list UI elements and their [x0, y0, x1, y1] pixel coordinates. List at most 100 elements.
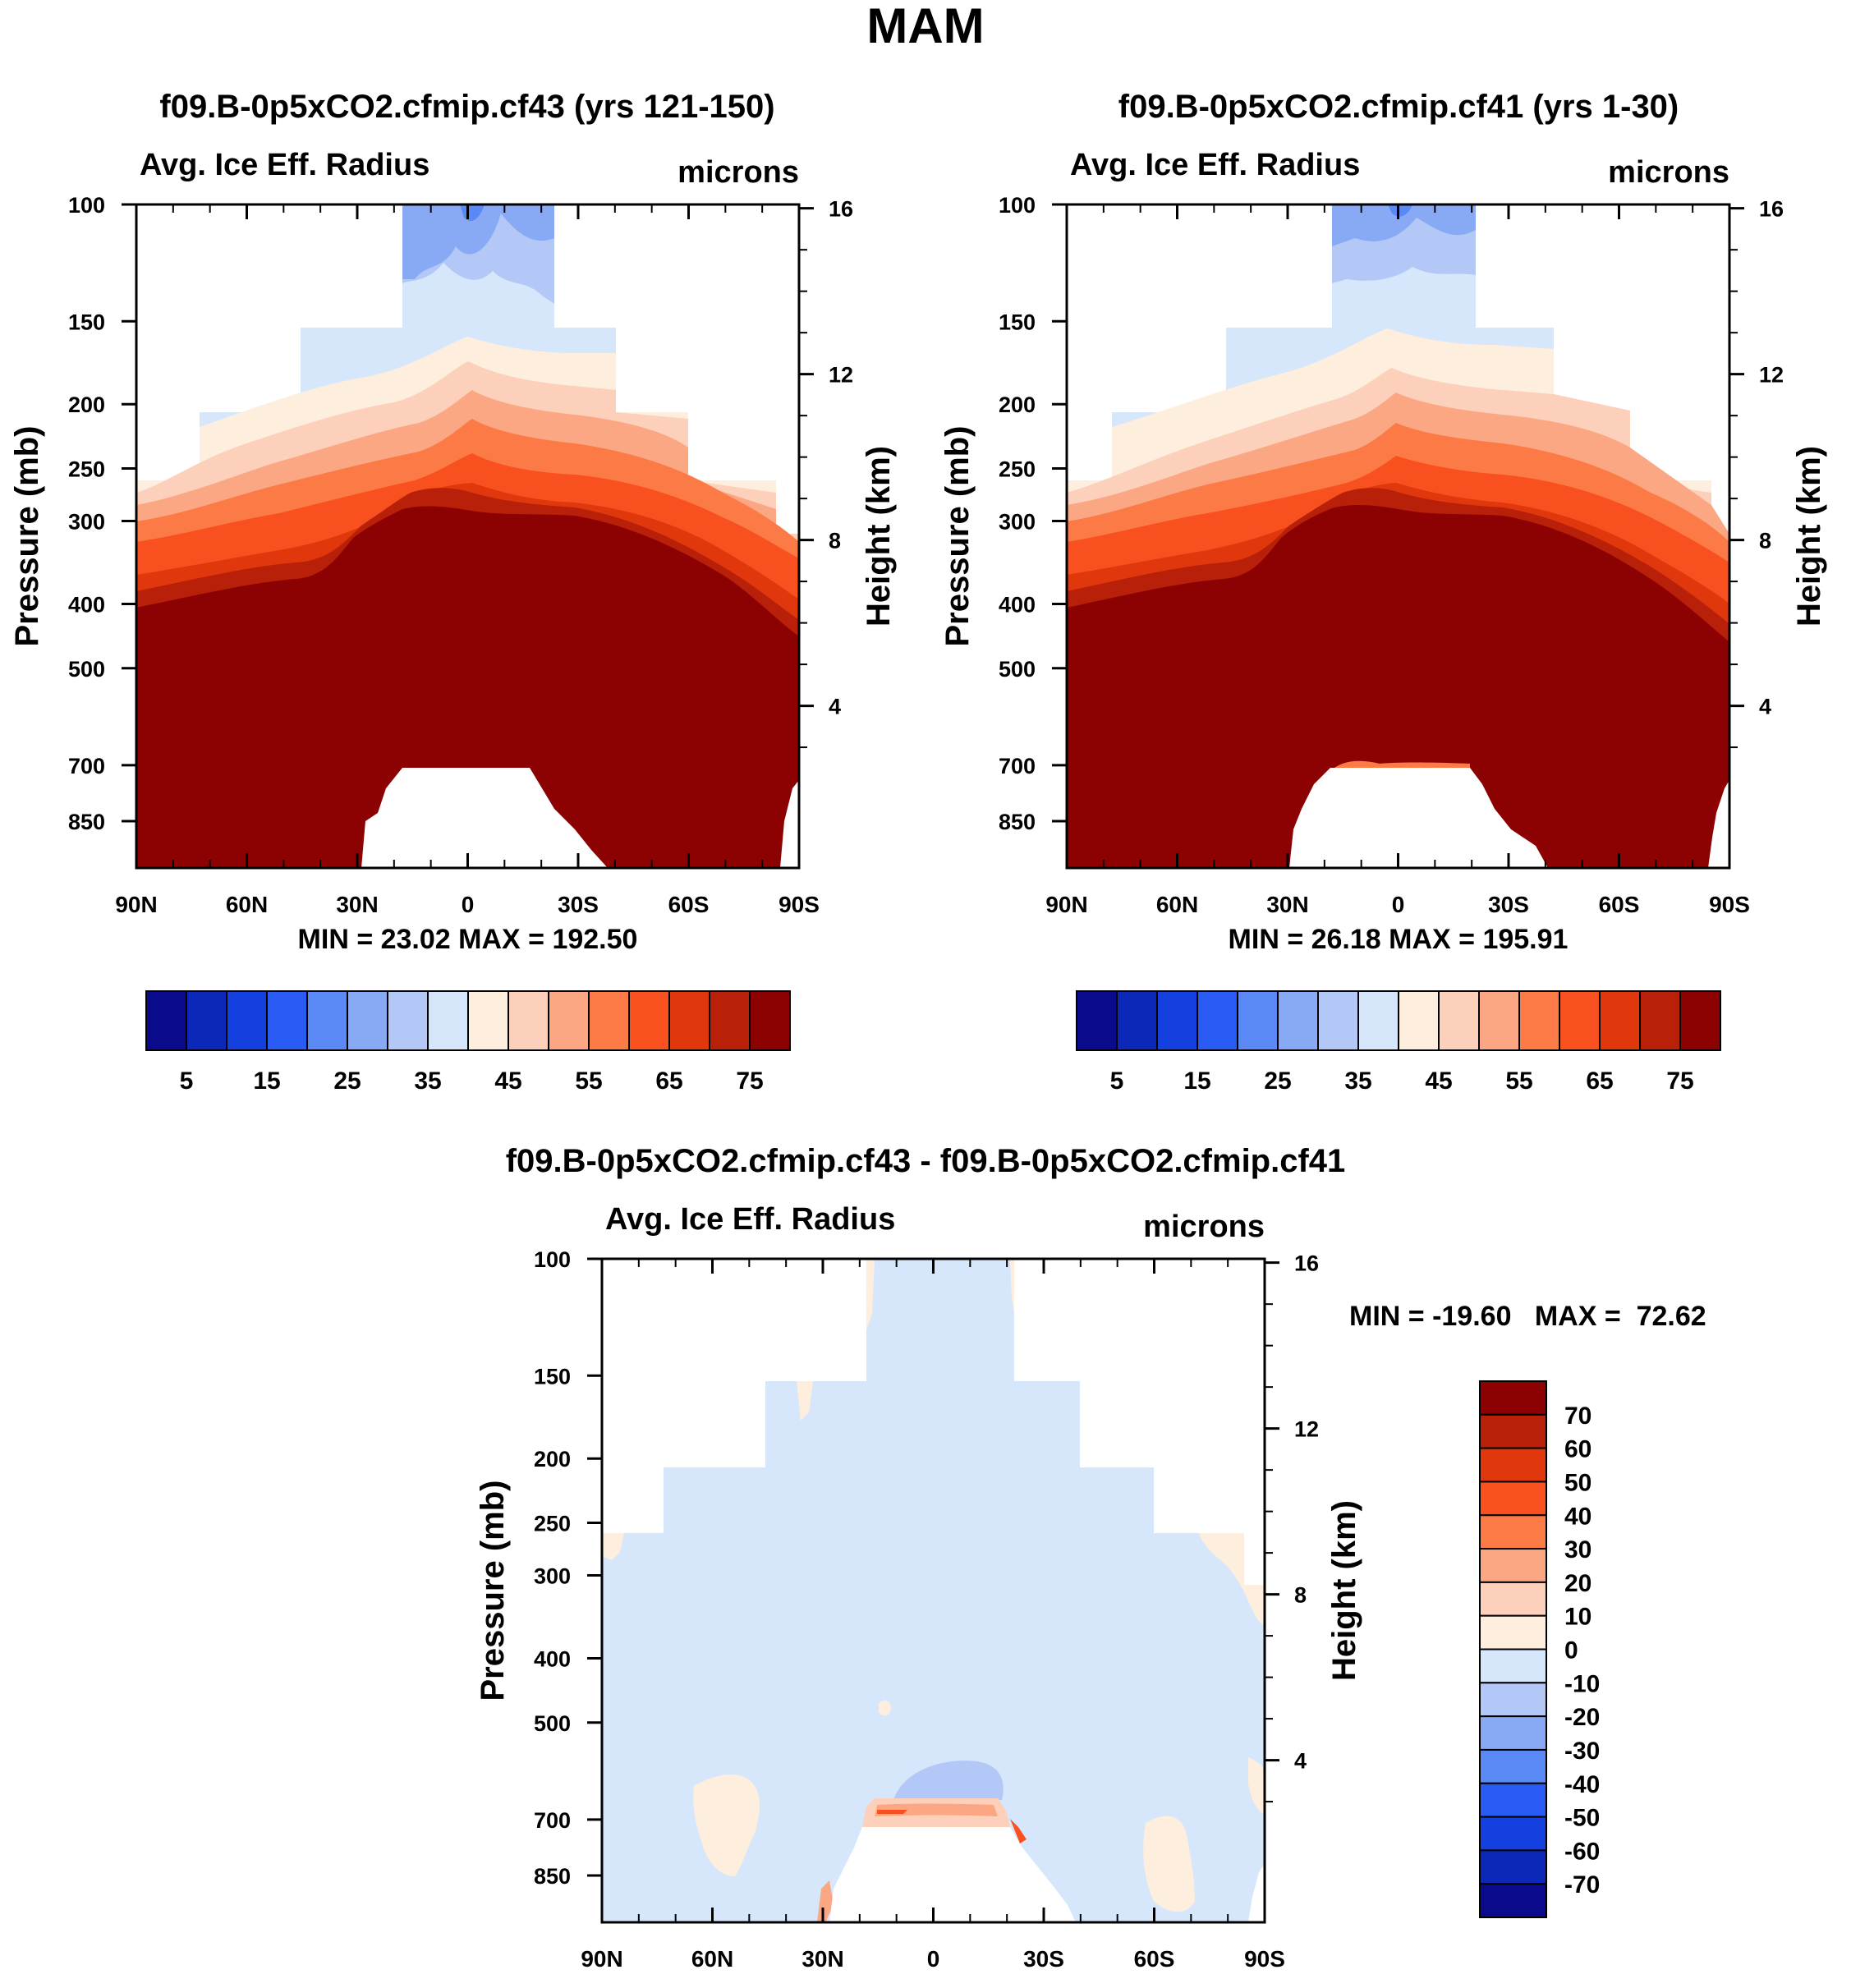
y-tick-label: 100	[999, 193, 1036, 218]
y-tick-label: 300	[534, 1564, 571, 1589]
contour-band-lvl-25	[1388, 204, 1412, 217]
y-tick-label: 150	[68, 310, 105, 334]
x-tick-label: 30S	[558, 892, 599, 917]
contour-band-lvl-40	[1010, 1819, 1027, 1843]
units-label: microns	[1143, 1210, 1265, 1244]
colorbar: 5 15 25 35 45 55 65 75	[145, 990, 791, 1095]
contour-band-lvl-80	[1067, 504, 1729, 868]
x-tick-label: 0	[927, 1946, 940, 1972]
colorbar-box	[387, 990, 429, 1051]
y-tick-label: 100	[68, 193, 105, 218]
height-tick-label: 4	[829, 695, 841, 719]
missing-region-terrain	[829, 1827, 1076, 1922]
contour-speckle-lvl-60	[1334, 760, 1470, 768]
colorbar-label: 75	[736, 1067, 763, 1095]
x-tick-label: 60S	[1599, 892, 1640, 917]
contour-band-lvl-10	[1143, 1816, 1195, 1912]
colorbar-label: 20	[1564, 1570, 1591, 1597]
min-max-stats: MIN = 26.18 MAX = 195.91	[1229, 924, 1569, 955]
contour-band-lvl-40	[877, 1810, 907, 1814]
height-tick-label: 16	[1759, 197, 1784, 222]
y-tick-label: 250	[999, 457, 1036, 482]
y-tick-label: 200	[999, 393, 1036, 417]
colorbar-label: -40	[1564, 1771, 1600, 1798]
height-tick-label: 12	[829, 363, 853, 388]
y-tick-label: 400	[534, 1646, 571, 1671]
y-tick-label: 850	[534, 1864, 571, 1889]
contour-band-lvl-10	[1010, 1259, 1014, 1314]
colorbar-box	[1478, 990, 1520, 1051]
colorbar-box	[548, 990, 590, 1051]
generated-axes-and-colorbars: 90N 60N 30N 0 30S 60S 90S100150200250300400500…	[9, 193, 1827, 1972]
colorbar-label: 55	[1505, 1067, 1532, 1095]
units-label: microns	[1608, 155, 1729, 190]
panel-cf41: f09.B-0p5xCO2.cfmip.cf41 (yrs 1-30) Avg.…	[1065, 89, 1731, 870]
y-tick-label: 400	[999, 592, 1036, 617]
colorbar-box	[1479, 1380, 1547, 1416]
colorbar-box	[1398, 990, 1440, 1051]
panel-axes-0: 90N 60N 30N 0 30S 60S 90S 100 150 200 250 300 400 500…	[9, 193, 897, 1095]
colorbar-box	[1196, 990, 1238, 1051]
x-tick-label: 60N	[691, 1946, 733, 1972]
contour-band-lvl-25	[460, 204, 485, 222]
colorbar-box	[266, 990, 308, 1051]
colorbar-label: 75	[1666, 1067, 1693, 1095]
colorbar-box	[1479, 1816, 1547, 1852]
x-tick-label: 60N	[1156, 892, 1198, 917]
colorbar-box	[1479, 1715, 1547, 1751]
colorbar-label: 25	[333, 1067, 361, 1095]
colorbar-label: 5	[180, 1067, 194, 1095]
height-axis-title: Height (km)	[861, 446, 897, 627]
contour-field	[136, 204, 799, 868]
colorbar-box	[1237, 990, 1279, 1051]
missing-region-sh-edge	[780, 780, 799, 868]
height-axis-title: Height (km)	[1791, 446, 1827, 627]
colorbar-box	[427, 990, 469, 1051]
colorbar-box	[1076, 990, 1118, 1051]
y-axis-title: Pressure (mb)	[475, 1481, 511, 1701]
panel-difference: f09.B-0p5xCO2.cfmip.cf43 - f09.B-0p5xCO2…	[506, 1143, 1706, 1924]
colorbar-label: 10	[1564, 1604, 1591, 1631]
panel-title: f09.B-0p5xCO2.cfmip.cf41 (yrs 1-30)	[1118, 89, 1679, 125]
x-tick-label: 90N	[581, 1946, 622, 1972]
colorbar-box	[1479, 1648, 1547, 1684]
y-tick-label: 400	[68, 592, 105, 617]
colorbar-label: 65	[1586, 1067, 1613, 1095]
height-tick-label: 8	[1294, 1583, 1307, 1608]
colorbar-box	[1559, 990, 1601, 1051]
contour-band-lvl-10	[866, 1259, 875, 1330]
y-tick-label: 500	[999, 657, 1036, 682]
colorbar-box	[1479, 1849, 1547, 1885]
colorbar-box	[145, 990, 187, 1051]
colorbar-box	[1479, 1682, 1547, 1718]
x-tick-label: 90S	[1244, 1946, 1285, 1972]
x-tick-label: 90N	[1045, 892, 1087, 917]
panel-axes-2: 90N 60N 30N 0 30S 60S 90S100150200250300400500…	[475, 1247, 1600, 1972]
colorbar-label: -10	[1564, 1670, 1600, 1697]
colorbar-label: -20	[1564, 1704, 1600, 1731]
colorbar: 70 60 50 40 30 20 10 0 -10 -20 -30 -40 -50 -60 -70	[1479, 1380, 1600, 1918]
x-tick-label: 0	[462, 892, 475, 917]
colorbar-label: 45	[1425, 1067, 1452, 1095]
colorbar-box	[1479, 1447, 1547, 1483]
y-tick-label: 850	[999, 810, 1036, 834]
height-tick-label: 12	[1294, 1417, 1319, 1442]
colorbar-box	[588, 990, 630, 1051]
colorbar-box	[467, 990, 509, 1051]
colorbar-box	[1479, 1614, 1547, 1651]
x-tick-label: 60N	[226, 892, 268, 917]
contour-field	[602, 1259, 1265, 1922]
colorbar-box	[1479, 1883, 1547, 1918]
panel-title: f09.B-0p5xCO2.cfmip.cf43 - f09.B-0p5xCO2…	[506, 1143, 1346, 1179]
contour-band-lvl-10	[879, 1700, 891, 1716]
y-tick-label: 300	[999, 510, 1036, 535]
variable-label: Avg. Ice Eff. Radius	[140, 148, 429, 182]
colorbar-label: 55	[575, 1067, 602, 1095]
contour-band-lvl-neg10	[893, 1761, 1004, 1800]
min-max-stats: MIN = -19.60 MAX = 72.62	[1349, 1301, 1706, 1332]
y-tick-label: 500	[534, 1711, 571, 1736]
colorbar-box	[628, 990, 670, 1051]
height-tick-label: 12	[1759, 363, 1784, 388]
x-tick-label: 30S	[1488, 892, 1529, 917]
